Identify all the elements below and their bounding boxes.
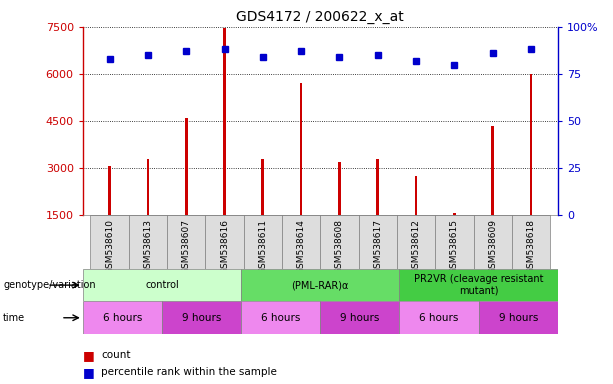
Text: count: count [101,350,131,360]
Bar [167,215,205,269]
Bar [162,301,241,334]
Text: GSM538609: GSM538609 [488,219,497,274]
Text: 6 hours: 6 hours [102,313,142,323]
Title: GDS4172 / 200622_x_at: GDS4172 / 200622_x_at [237,10,404,25]
Bar [512,215,550,269]
Bar [474,215,512,269]
Bar [453,214,455,215]
Text: GSM538614: GSM538614 [297,219,306,274]
Bar [262,159,264,215]
Bar [282,215,321,269]
Bar [83,269,241,301]
Text: GSM538613: GSM538613 [143,219,153,274]
Text: GSM538618: GSM538618 [527,219,536,274]
Text: GSM538607: GSM538607 [181,219,191,274]
Bar [530,74,532,215]
Bar [300,83,302,215]
Bar [397,215,435,269]
Text: GSM538611: GSM538611 [258,219,267,274]
Text: GSM538617: GSM538617 [373,219,383,274]
Bar [359,215,397,269]
Text: GSM538612: GSM538612 [411,219,421,274]
Text: 6 hours: 6 hours [419,313,459,323]
Bar [109,166,111,215]
Text: 9 hours: 9 hours [498,313,538,323]
Bar [129,215,167,269]
Bar [338,162,341,215]
Text: percentile rank within the sample: percentile rank within the sample [101,367,277,377]
Bar [241,301,321,334]
Bar [147,159,149,215]
Bar [244,215,282,269]
Text: GSM538615: GSM538615 [450,219,459,274]
Bar [205,215,244,269]
Bar [241,269,400,301]
Bar [415,176,417,215]
Bar [400,301,479,334]
Text: genotype/variation: genotype/variation [3,280,96,290]
Text: GSM538616: GSM538616 [220,219,229,274]
Text: (PML-RAR)α: (PML-RAR)α [292,280,349,290]
Bar [479,301,558,334]
Text: 6 hours: 6 hours [261,313,300,323]
Bar [376,159,379,215]
Text: GSM538610: GSM538610 [105,219,114,274]
Text: ■: ■ [83,366,94,379]
Bar [321,215,359,269]
Text: 9 hours: 9 hours [182,313,221,323]
Bar [321,301,400,334]
Bar [91,215,129,269]
Bar [400,269,558,301]
Text: PR2VR (cleavage resistant
mutant): PR2VR (cleavage resistant mutant) [414,274,543,296]
Bar [185,118,188,215]
Text: time: time [3,313,25,323]
Text: GSM538608: GSM538608 [335,219,344,274]
Text: control: control [145,280,179,290]
Text: ■: ■ [83,349,94,362]
Bar [492,126,494,215]
Text: 9 hours: 9 hours [340,313,379,323]
Bar [83,301,162,334]
Bar [435,215,474,269]
Bar [223,28,226,215]
